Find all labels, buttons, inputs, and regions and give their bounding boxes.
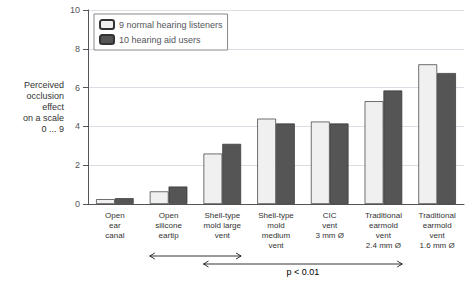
svg-text:Shell-type: Shell-type [204, 211, 240, 220]
svg-text:ear: ear [109, 221, 121, 230]
svg-text:2.4 mm Ø: 2.4 mm Ø [366, 241, 401, 250]
svg-text:3 mm Ø: 3 mm Ø [315, 231, 343, 240]
svg-text:Traditional: Traditional [365, 211, 402, 220]
svg-text:8: 8 [75, 44, 80, 54]
svg-text:Shell-type: Shell-type [258, 211, 294, 220]
svg-text:10: 10 [70, 5, 80, 15]
svg-text:vent: vent [376, 231, 392, 240]
svg-text:CIC: CIC [323, 211, 337, 220]
svg-text:medium: medium [262, 231, 291, 240]
svg-text:mold large: mold large [204, 221, 242, 230]
svg-text:9 normal hearing listeners: 9 normal hearing listeners [119, 20, 223, 30]
svg-text:Open: Open [159, 211, 179, 220]
svg-text:Perceived: Perceived [24, 80, 64, 90]
svg-text:2: 2 [75, 160, 80, 170]
svg-text:p < 0.01: p < 0.01 [286, 267, 319, 277]
svg-text:1.6 mm Ø: 1.6 mm Ø [420, 241, 455, 250]
svg-text:Traditional: Traditional [419, 211, 456, 220]
svg-text:10 hearing aid users: 10 hearing aid users [119, 35, 201, 45]
svg-text:eartip: eartip [159, 231, 180, 240]
svg-text:Open: Open [105, 211, 125, 220]
svg-text:earmold: earmold [369, 221, 398, 230]
svg-text:vent: vent [215, 231, 231, 240]
svg-text:mold: mold [267, 221, 284, 230]
svg-text:vent: vent [268, 241, 284, 250]
svg-text:vent: vent [430, 231, 446, 240]
svg-text:earmold: earmold [423, 221, 452, 230]
svg-text:on a scale: on a scale [23, 113, 64, 123]
svg-text:vent: vent [322, 221, 338, 230]
svg-text:silicone: silicone [155, 221, 182, 230]
svg-text:6: 6 [75, 83, 80, 93]
svg-text:0: 0 [75, 199, 80, 209]
svg-text:0 ... 9: 0 ... 9 [42, 124, 65, 134]
svg-text:effect: effect [42, 102, 64, 112]
svg-text:4: 4 [75, 121, 80, 131]
svg-text:canal: canal [105, 231, 124, 240]
svg-text:occlusion: occlusion [27, 91, 65, 101]
